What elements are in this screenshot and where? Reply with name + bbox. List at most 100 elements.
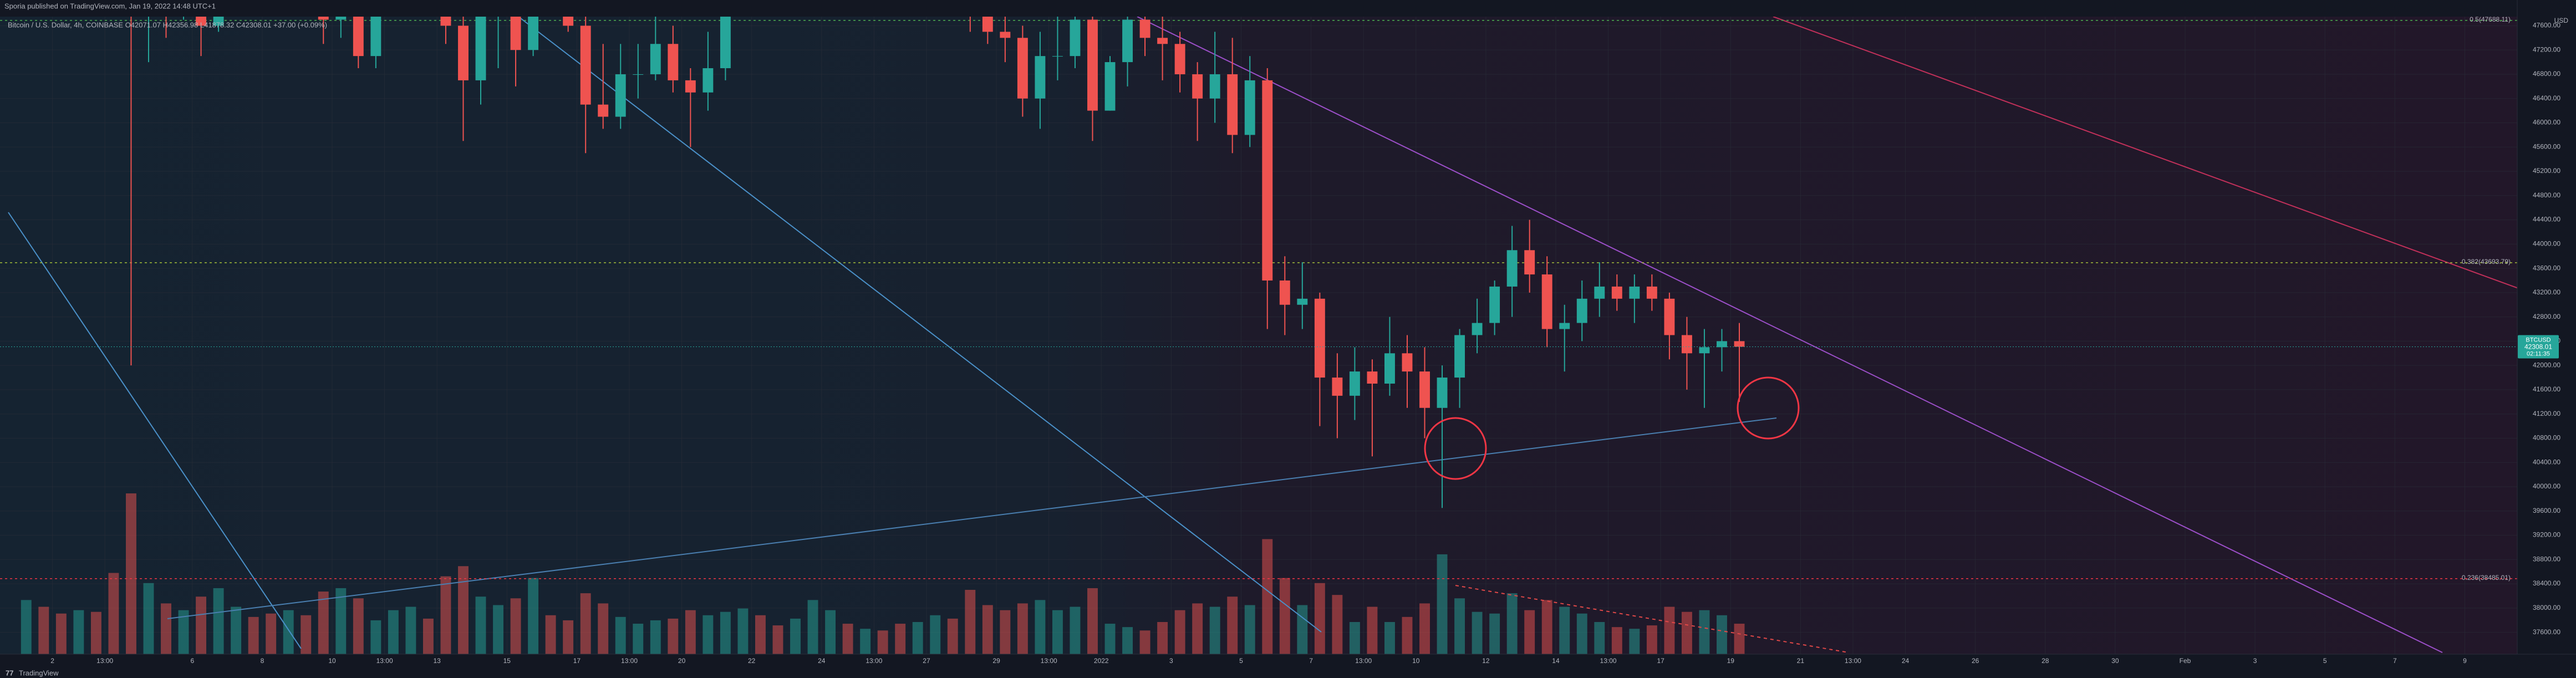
volume-bar	[580, 593, 591, 654]
price-badge-value: 42308.01	[2524, 343, 2552, 351]
footer-bar	[0, 669, 2576, 678]
volume-bar	[930, 615, 941, 654]
candle-body	[650, 44, 661, 74]
volume-bar	[1349, 622, 1360, 654]
x-tick-label: Feb	[2180, 657, 2191, 665]
candle-body	[563, 17, 574, 26]
volume-bar	[370, 620, 381, 654]
candle-body	[1314, 298, 1325, 378]
volume-bar	[563, 620, 574, 654]
candle-body	[1157, 38, 1168, 44]
x-tick-label: 13:00	[1600, 657, 1617, 665]
volume-bar	[1541, 600, 1552, 654]
x-tick-label: 7	[2393, 657, 2397, 665]
x-tick-label: 28	[2042, 657, 2049, 665]
candle-body	[1559, 323, 1570, 329]
x-tick-label: 17	[573, 657, 581, 665]
volume-bar	[388, 610, 399, 654]
volume-bar	[1279, 578, 1290, 654]
x-tick-label: 7	[1309, 657, 1313, 665]
volume-bar	[598, 603, 609, 654]
candle-body	[633, 74, 644, 75]
trend-line	[8, 212, 302, 649]
candle-body	[318, 17, 329, 20]
candle-body	[1279, 280, 1290, 305]
volume-bar	[1035, 600, 1046, 654]
candle-body	[1332, 378, 1343, 396]
candle-body	[1349, 371, 1360, 396]
volume-bar	[493, 605, 503, 654]
y-tick-label: 44800.00	[2533, 191, 2560, 199]
candle-body	[1192, 74, 1203, 99]
price-badge-symbol: BTCUSD	[2526, 337, 2550, 343]
candle-body	[1646, 286, 1657, 299]
y-tick-label: 46400.00	[2533, 94, 2560, 102]
volume-bar	[650, 620, 661, 654]
volume-bar	[877, 630, 888, 654]
annotations	[1424, 376, 1800, 480]
volume-bar	[615, 616, 626, 654]
plot-background	[0, 17, 2517, 654]
x-tick-label: 12	[1482, 657, 1490, 665]
volume-bar	[1087, 588, 1098, 654]
volume-bar	[1472, 611, 1483, 654]
volume-bar	[1594, 622, 1605, 654]
volume-bar	[55, 613, 67, 654]
grid	[0, 17, 2517, 654]
candle-body	[668, 44, 679, 80]
y-tick-label: 46800.00	[2533, 70, 2560, 78]
candle-body	[1611, 286, 1622, 299]
y-tick-label: 45600.00	[2533, 142, 2560, 150]
candle-body	[1174, 44, 1185, 74]
x-tick-label: 22	[748, 657, 756, 665]
volume-pane	[21, 493, 1745, 654]
candle-body	[213, 17, 224, 26]
volume-bar	[335, 588, 347, 654]
volume-bar	[108, 573, 119, 654]
volume-bar	[1209, 606, 1220, 654]
candle-body	[1506, 250, 1518, 287]
volume-bar	[1244, 605, 1255, 654]
candle-body	[1017, 38, 1028, 99]
x-tick-label: 14	[1552, 657, 1560, 665]
candle-body	[370, 17, 381, 57]
volume-bar	[126, 493, 136, 654]
x-tick-label: 13	[434, 657, 441, 665]
volume-bar	[1157, 622, 1168, 654]
x-tick-label: 15	[503, 657, 511, 665]
volume-bar	[1681, 611, 1692, 654]
x-tick-label: 10	[1412, 657, 1420, 665]
volume-bar	[1454, 598, 1465, 654]
fib-level-label: 0.5(47688.11)	[2470, 16, 2511, 23]
volume-bar	[1524, 610, 1535, 654]
volume-bar	[668, 618, 679, 654]
x-tick-label: 13:00	[1355, 657, 1372, 665]
y-tick-label: 38000.00	[2533, 604, 2560, 611]
candle-body	[1454, 335, 1465, 378]
volume-bar	[1437, 554, 1448, 654]
y-tick-label: 45200.00	[2533, 167, 2560, 175]
candle-body	[1541, 274, 1552, 329]
x-tick-label: 13:00	[621, 657, 638, 665]
candle-body	[1035, 56, 1046, 99]
x-tick-label: 24	[818, 657, 826, 665]
candle-body	[1367, 371, 1378, 384]
x-tick-label: 20	[678, 657, 686, 665]
y-tick-label: 43200.00	[2533, 288, 2560, 296]
volume-bar	[458, 566, 469, 654]
volume-bar	[178, 610, 189, 654]
candle-body	[1209, 74, 1220, 99]
volume-bar	[73, 610, 84, 654]
volume-bar	[528, 578, 539, 654]
volume-bar	[1402, 616, 1413, 654]
fib-level-label: 0.236(38485.01)	[2462, 574, 2511, 582]
candle-body	[720, 17, 731, 69]
candle-body	[580, 26, 591, 105]
candle-body	[1227, 74, 1238, 135]
volume-bar	[633, 624, 644, 654]
volume-bar	[1489, 613, 1500, 654]
volume-bar	[1384, 622, 1395, 654]
chart-title: Sporia published on TradingView.com, Jan…	[4, 2, 216, 10]
x-tick-label: 2	[50, 657, 54, 665]
